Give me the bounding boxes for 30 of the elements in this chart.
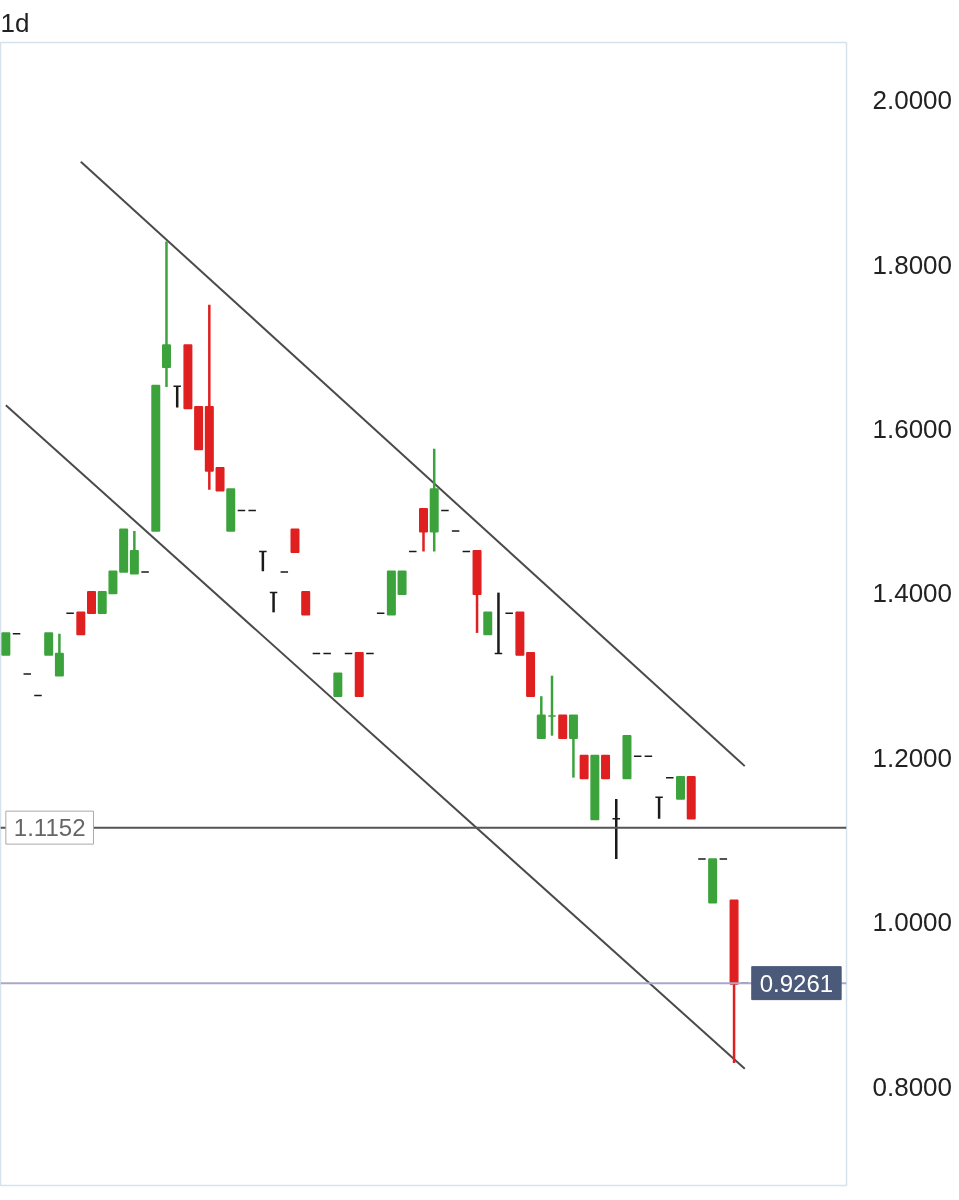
- candlestick: [419, 507, 428, 553]
- candlestick: [333, 672, 343, 697]
- y-tick-label: 1.8000: [872, 249, 953, 280]
- y-tick-label: 1.0000: [872, 907, 953, 938]
- y-tick-label: 2.0000: [872, 85, 953, 116]
- ref-line-label: 0.9261: [759, 969, 834, 997]
- candlestick: [1, 632, 11, 656]
- y-tick-label: 1.2000: [872, 742, 953, 773]
- y-tick-label: 1.6000: [872, 413, 953, 444]
- candlestick: [483, 611, 493, 636]
- candlestick: [54, 632, 64, 677]
- y-tick-label: 1.4000: [872, 578, 953, 609]
- chart-title: 1d: [0, 7, 30, 38]
- y-tick-label: 0.8000: [872, 1071, 953, 1102]
- candlestick: [301, 591, 311, 616]
- candlestick: [290, 528, 300, 554]
- candlestick: [558, 714, 568, 739]
- ref-line-label: 1.1152: [13, 814, 86, 842]
- candlestick: [76, 611, 86, 636]
- candlestick: [397, 570, 407, 596]
- candlestick: [161, 240, 171, 389]
- candlestick: [215, 466, 225, 492]
- candlestick: [676, 776, 686, 800]
- candlestick: [579, 754, 589, 780]
- candlestick: [568, 713, 578, 779]
- candlestick: [87, 591, 97, 614]
- candlestick: [536, 694, 546, 740]
- candlestick: [44, 632, 54, 656]
- candlestick: [601, 754, 611, 780]
- candlestick: [129, 529, 139, 575]
